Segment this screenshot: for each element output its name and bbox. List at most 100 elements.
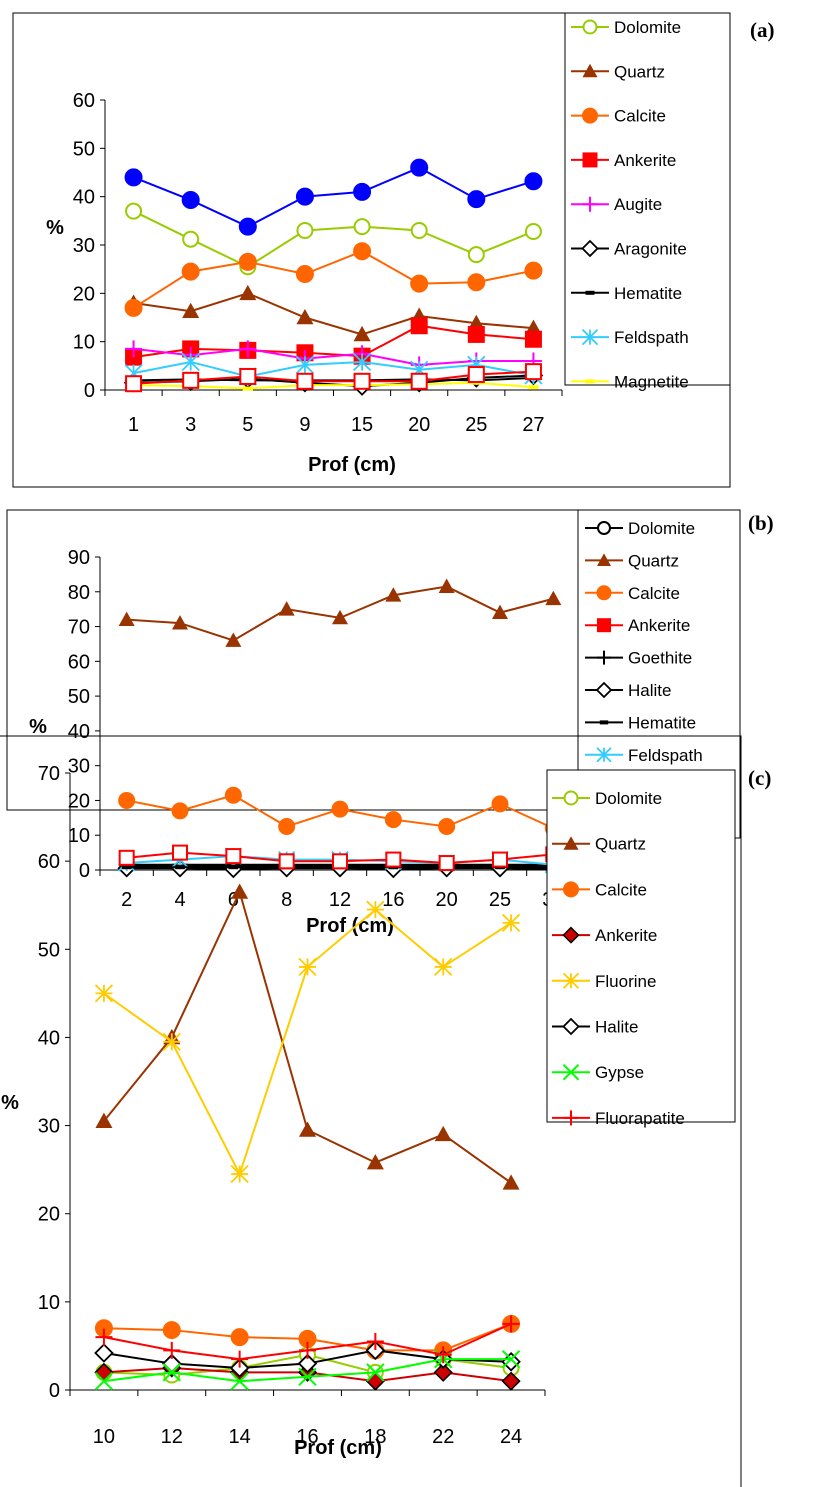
y-tick-label: 30 [38, 1116, 60, 1138]
legend-label: Quartz [595, 835, 646, 854]
data-point [182, 302, 200, 319]
legend-label: Augite [614, 195, 662, 214]
y-tick-label: 10 [73, 332, 95, 354]
series-line [133, 370, 534, 385]
y-tick-label: 80 [68, 582, 90, 604]
legend-swatch-marker [563, 836, 579, 850]
data-point [162, 1321, 181, 1340]
legend-swatch-marker [563, 790, 579, 806]
data-point [524, 363, 542, 381]
data-point [118, 611, 135, 626]
data-point [353, 372, 371, 390]
legend-item-calcite: Calcite [585, 584, 680, 603]
legend-item-quartz: Quartz [585, 551, 679, 570]
data-point [524, 261, 543, 280]
y-axis-title: % [29, 716, 47, 738]
data-point [94, 1343, 114, 1363]
data-point [296, 222, 314, 239]
series-line [133, 381, 534, 390]
data-point [182, 371, 200, 389]
data-point [224, 786, 242, 804]
panel-label-a: (a) [750, 18, 775, 42]
x-tick-label: 27 [522, 414, 544, 436]
data-point [501, 1371, 521, 1391]
data-point [225, 632, 242, 647]
data-point [366, 1333, 384, 1351]
panel-label-b: (b) [748, 511, 774, 535]
legend-label: Dolomite [614, 18, 681, 37]
legend-swatch-marker [563, 881, 579, 898]
data-point [299, 1341, 316, 1359]
data-point [434, 1125, 452, 1142]
legend-label: Hematite [628, 713, 696, 732]
data-point [95, 1328, 113, 1346]
data-point [95, 1112, 113, 1128]
data-point [296, 309, 314, 325]
x-tick-label: 12 [161, 1426, 183, 1448]
data-point [438, 818, 456, 836]
data-point [366, 1154, 384, 1170]
y-tick-label: 10 [38, 1292, 60, 1314]
data-point [298, 957, 317, 977]
data-point [434, 957, 453, 977]
legend-label: Ankerite [595, 926, 657, 945]
legend-swatch-marker [595, 681, 613, 699]
x-tick-label: 18 [364, 1426, 386, 1448]
legend-swatch-marker [562, 926, 580, 944]
data-point [467, 273, 486, 292]
legend-item-quartz: Quartz [571, 62, 665, 81]
data-point [353, 182, 372, 201]
y-tick-label: 30 [73, 235, 95, 257]
data-point [239, 340, 257, 358]
legend-swatch-marker [599, 720, 609, 725]
y-tick-label: 60 [38, 851, 60, 873]
data-point [125, 375, 143, 393]
legend-swatch-marker [562, 1063, 580, 1081]
data-point [366, 900, 385, 919]
panel-label-c: (c) [748, 766, 771, 790]
series-dolomite [125, 202, 542, 276]
legend-swatch-marker [582, 152, 598, 168]
data-point [385, 587, 402, 602]
legend-swatch-marker [596, 585, 612, 601]
legend-item-feldspath: Feldspath [585, 746, 703, 765]
data-point [492, 604, 508, 620]
data-point [239, 284, 257, 301]
legend-label: Feldspath [628, 746, 703, 765]
series-fluorapatite [95, 1315, 520, 1368]
legend-item-ankerite: Ankerite [552, 926, 657, 945]
legend-swatch-marker [585, 290, 595, 295]
legend-swatch-marker [581, 328, 599, 346]
legend-label: Quartz [614, 62, 665, 81]
legend-label: Goethite [628, 649, 692, 668]
data-point [181, 191, 200, 210]
legend-swatch-marker [597, 521, 611, 535]
y-tick-label: 60 [68, 651, 90, 673]
data-point [230, 1371, 249, 1391]
x-tick-label: 10 [93, 1426, 115, 1448]
legend-swatch-marker [596, 747, 612, 763]
legend-item-calcite: Calcite [571, 107, 666, 126]
data-point [438, 855, 455, 872]
legend-c [546, 769, 736, 1123]
data-point [524, 222, 542, 240]
legend-label: Ankerite [628, 616, 690, 635]
legend-item-dolomite: Dolomite [552, 789, 662, 808]
y-tick-label: 70 [38, 763, 60, 785]
data-point [353, 242, 372, 261]
data-point [545, 590, 562, 606]
data-point [502, 1174, 520, 1190]
x-tick-label: 16 [382, 889, 404, 911]
data-point [230, 1164, 249, 1184]
legend-swatch-marker [563, 1110, 579, 1126]
y-tick-label: 40 [73, 187, 95, 209]
legend-swatch-marker [597, 553, 611, 566]
y-tick-label: 30 [68, 756, 90, 778]
data-point [295, 187, 314, 206]
legend-item-goethite: Goethite [585, 649, 692, 668]
y-tick-label: 40 [38, 1027, 60, 1049]
series-line [133, 166, 534, 228]
data-point [501, 1349, 521, 1369]
legend-swatch-marker [582, 63, 598, 78]
